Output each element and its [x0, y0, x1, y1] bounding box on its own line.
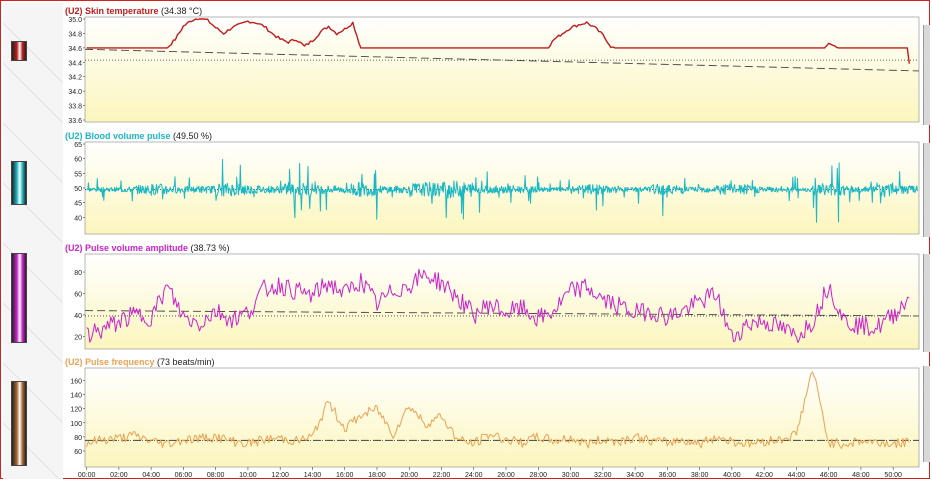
y-tick-label: 60: [74, 157, 82, 164]
x-tick-label: 28:00: [530, 472, 548, 479]
pulse-volume-amplitude-chart: (U2) Pulse volume amplitude (38.73 %) 80 6…: [65, 243, 920, 350]
x-tick-label: 08:00: [207, 472, 225, 479]
pulse-freq-indicator: [11, 381, 27, 466]
series-line: [86, 268, 910, 344]
pulse-frequency-scrollbar[interactable]: [923, 366, 930, 462]
y-tick-label: 80: [74, 270, 82, 277]
blood-volume-pulse-chart: (U2) Blood volume pulse (49.50 %)65 60 55 5…: [65, 131, 920, 235]
chart-current-value: (73 beats/min): [157, 357, 215, 367]
y-tick-label: 34.0: [68, 89, 82, 96]
y-tick-label: 34.8: [68, 31, 82, 38]
y-tick-label: 34.6: [68, 46, 82, 53]
pulse-frequency-panel: (U2) Pulse frequency (73 beats/min) 160 14…: [63, 354, 921, 479]
y-tick-label: 120: [70, 407, 82, 414]
x-tick-label: 32:00: [594, 472, 612, 479]
chart-title: (U2) Blood volume pulse (49.50 %): [65, 131, 212, 141]
plot-area: [84, 367, 920, 468]
y-tick-label: 40: [74, 313, 82, 320]
y-tick-label: 160: [70, 379, 82, 386]
y-tick-label: 100: [70, 421, 82, 428]
x-tick-label: 04:00: [142, 472, 160, 479]
x-tick-label: 06:00: [175, 472, 193, 479]
y-tick-label: 33.6: [68, 118, 82, 124]
chart-title: (U2) Pulse volume amplitude (38.73 %): [65, 243, 230, 253]
series-line: [86, 159, 918, 223]
series-line: [86, 18, 910, 64]
blood-volume-pulse-panel: (U2) Blood volume pulse (49.50 %) 65 60 55 5…: [63, 128, 921, 236]
y-tick-label: 60: [74, 291, 82, 298]
bvp-indicator: [11, 161, 27, 205]
plot-area: [84, 253, 920, 350]
x-tick-label: 36:00: [659, 472, 677, 479]
x-tick-label: 42:00: [755, 472, 773, 479]
skin-temperature-panel: (U2) Skin temperature (34.38 °C) 35.0 34.8…: [63, 3, 921, 125]
x-tick-label: 48:00: [852, 472, 870, 479]
x-tick-label: 26:00: [497, 472, 515, 479]
trend-line: [84, 310, 920, 317]
chart-current-value: (38.73 %): [191, 243, 230, 253]
skin-temperature-scrollbar[interactable]: [923, 25, 930, 125]
skin-temp-indicator: [11, 41, 27, 61]
x-tick-label: 10:00: [239, 472, 257, 479]
x-tick-label: 12:00: [271, 472, 289, 479]
x-tick-label: 14:00: [304, 472, 322, 479]
x-tick-label: 02:00: [110, 472, 128, 479]
x-tick-label: 38:00: [691, 472, 709, 479]
x-tick-label: 24:00: [465, 472, 483, 479]
y-tick-label: 80: [74, 435, 82, 442]
x-tick-label: 18:00: [368, 472, 386, 479]
y-tick-label: 140: [70, 393, 82, 400]
chart-current-value: (34.38 °C): [161, 6, 202, 16]
x-tick-label: 00:00: [78, 472, 96, 479]
y-tick-label: 60: [74, 449, 82, 456]
x-tick-label: 30:00: [562, 472, 580, 479]
x-tick-label: 50:00: [884, 472, 902, 479]
y-tick-label: 33.8: [68, 104, 82, 111]
y-tick-label: 34.2: [68, 75, 82, 82]
y-tick-label: 35.0: [68, 17, 82, 24]
y-tick-label: 55: [74, 171, 82, 178]
chart-title: (U2) Pulse frequency (73 beats/min): [65, 357, 215, 367]
x-tick-label: 16:00: [336, 472, 354, 479]
pulse-volume-amplitude-panel: (U2) Pulse volume amplitude (38.73 %) 80 6…: [63, 240, 921, 351]
pva-scrollbar[interactable]: [923, 254, 930, 352]
skin-temperature-chart: (U2) Skin temperature (34.38 °C)35.0 34.8…: [65, 6, 920, 125]
y-tick-label: 20: [74, 334, 82, 341]
y-tick-label: 50: [74, 186, 82, 193]
x-tick-label: 46:00: [820, 472, 838, 479]
plot-area: [84, 16, 920, 123]
pva-indicator: [11, 253, 27, 343]
x-tick-label: 40:00: [723, 472, 741, 479]
chart-title: (U2) Skin temperature (34.38 °C): [65, 6, 202, 16]
y-tick-label: 40: [74, 215, 82, 222]
x-tick-label: 20:00: [400, 472, 418, 479]
y-tick-label: 45: [74, 201, 82, 208]
x-tick-label: 44:00: [788, 472, 806, 479]
bvp-scrollbar[interactable]: [923, 143, 930, 237]
chart-current-value: (49.50 %): [173, 131, 212, 141]
x-tick-label: 22:00: [433, 472, 451, 479]
trend-line: [84, 48, 920, 72]
series-line: [86, 371, 910, 449]
x-tick-label: 34:00: [626, 472, 644, 479]
y-tick-label: 34.4: [68, 60, 82, 67]
pulse-frequency-chart: (U2) Pulse frequency (73 beats/min) 160 14…: [65, 357, 920, 479]
y-tick-label: 65: [74, 142, 82, 149]
